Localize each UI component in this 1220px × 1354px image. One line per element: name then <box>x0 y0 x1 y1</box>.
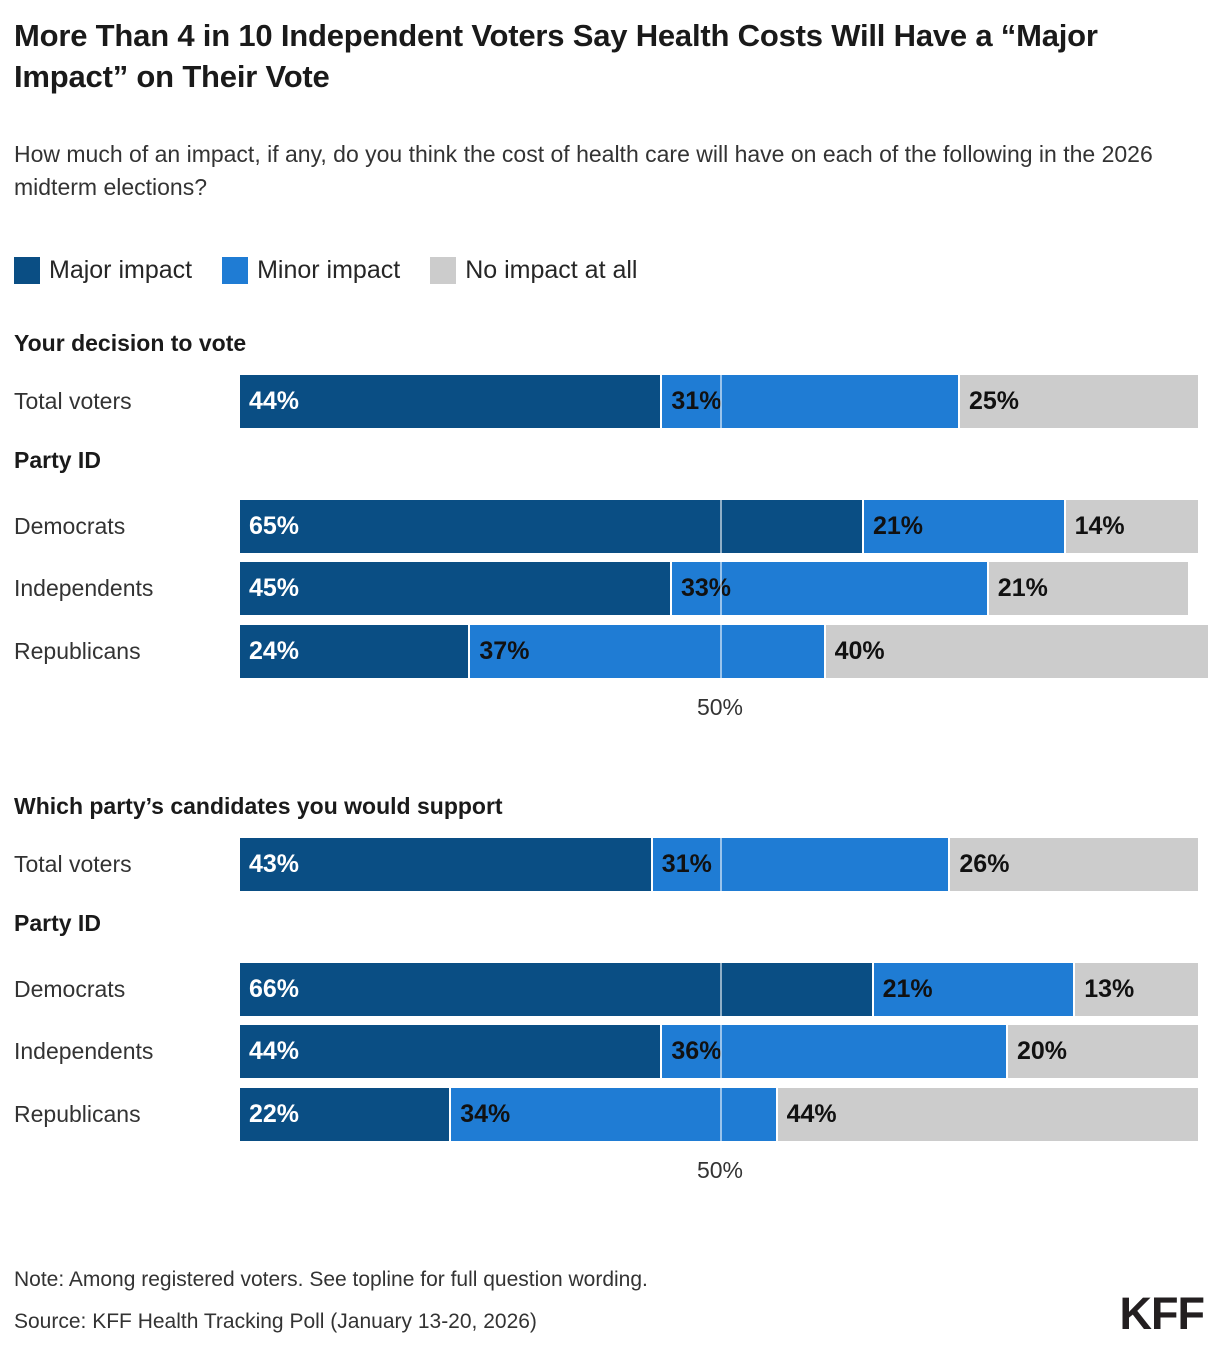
bar-segment: 40% <box>825 625 1208 678</box>
bar-row-label: Independents <box>14 575 154 601</box>
bar-row-label: Democrats <box>14 976 126 1002</box>
bar-segment: 13% <box>1075 963 1198 1016</box>
bar-segment: 21% <box>873 963 1074 1016</box>
bar-segment-value: 36% <box>671 1037 722 1065</box>
bar-segment: 22% <box>240 1088 450 1141</box>
bar-segment-value: 20% <box>1017 1037 1068 1065</box>
bar-row-label: Independents <box>14 1038 154 1064</box>
kff-logo: KFF <box>1119 1288 1205 1339</box>
table-row: 65% 21% 14% <box>240 500 1200 553</box>
bar-segment-value: 21% <box>997 574 1048 602</box>
bar-segment: 24% <box>240 625 469 678</box>
table-row: 22% 34% 44% <box>240 1088 1200 1141</box>
bar-segment: 31% <box>652 838 949 891</box>
bar-segment-value: 66% <box>249 975 300 1003</box>
table-row: 44% 36% 20% <box>240 1025 1200 1078</box>
bar-row-label: Democrats <box>14 513 126 539</box>
legend-swatch-icon <box>14 257 40 284</box>
bar-segment: 65% <box>240 500 862 553</box>
bar-segment: 66% <box>240 963 872 1016</box>
bar-segment-value: 21% <box>873 512 924 540</box>
page-subtitle: How much of an impact, if any, do you th… <box>14 141 1153 200</box>
panel-title: Your decision to vote <box>14 330 247 356</box>
bar-segment-value: 31% <box>671 387 722 415</box>
bar-segment: 45% <box>240 562 670 615</box>
bar-row-label: Republicans <box>14 1101 141 1127</box>
bar-segment: 31% <box>662 375 958 428</box>
bar-segment: 33% <box>672 562 987 615</box>
legend-item-label: Major impact <box>49 256 193 284</box>
legend-item: Minor impact <box>222 256 400 285</box>
bar-row-label: Total voters <box>14 851 132 877</box>
chart-source: Source: KFF Health Tracking Poll (Januar… <box>14 1310 537 1333</box>
bar-segment: 36% <box>662 1025 1006 1078</box>
bar-segment: 44% <box>777 1088 1198 1141</box>
panel-title: Which party’s candidates you would suppo… <box>14 793 503 819</box>
bar-segment: 37% <box>470 625 824 678</box>
chart-note: Note: Among registered voters. See topli… <box>14 1268 648 1291</box>
chart-legend: Major impact Minor impact No impact at all <box>14 256 667 285</box>
bar-segment-value: 44% <box>249 1037 300 1065</box>
page-title: More Than 4 in 10 Independent Voters Say… <box>14 18 1098 94</box>
x-axis-tick-label: 50% <box>696 694 744 720</box>
bar-segment-value: 21% <box>882 975 933 1003</box>
bar-segment-value: 43% <box>249 850 300 878</box>
bar-segment-value: 26% <box>959 850 1010 878</box>
bar-segment-value: 14% <box>1074 512 1125 540</box>
legend-item: Major impact <box>14 256 192 285</box>
bar-segment: 20% <box>1008 1025 1198 1078</box>
bar-segment: 21% <box>988 562 1189 615</box>
bar-segment: 14% <box>1065 500 1198 553</box>
bar-segment-value: 65% <box>249 512 300 540</box>
bar-row-label: Republicans <box>14 638 141 664</box>
bar-row-label: Total voters <box>14 388 132 414</box>
bar-segment-value: 13% <box>1084 975 1135 1003</box>
bar-segment-value: 37% <box>479 637 530 665</box>
bar-segment-value: 31% <box>661 850 712 878</box>
bar-segment-value: 33% <box>681 574 732 602</box>
legend-item: No impact at all <box>430 256 637 285</box>
bar-segment-value: 44% <box>786 1100 837 1128</box>
table-row: 45% 33% 21% <box>240 562 1200 615</box>
x-axis-tick-label: 50% <box>696 1157 744 1183</box>
legend-item-label: No impact at all <box>465 256 638 284</box>
group-title-party-id: Party ID <box>14 910 101 936</box>
legend-item-label: Minor impact <box>257 256 401 284</box>
bar-segment-value: 45% <box>249 574 300 602</box>
table-row: 66% 21% 13% <box>240 963 1200 1016</box>
bar-segment: 21% <box>864 500 1064 553</box>
bar-segment: 44% <box>240 1025 661 1078</box>
table-row: 43% 31% 26% <box>240 838 1200 891</box>
bar-segment-value: 44% <box>249 387 300 415</box>
bar-segment: 26% <box>950 838 1198 891</box>
bar-segment-value: 24% <box>249 637 300 665</box>
bar-segment: 34% <box>451 1088 776 1141</box>
legend-swatch-icon <box>222 257 249 284</box>
bar-segment-value: 22% <box>249 1100 300 1128</box>
bar-segment-value: 25% <box>969 387 1020 415</box>
bar-segment-value: 34% <box>460 1100 511 1128</box>
bar-segment-value: 40% <box>834 637 885 665</box>
bar-segment: 43% <box>240 838 651 891</box>
legend-swatch-icon <box>430 257 457 284</box>
group-title-party-id: Party ID <box>14 447 101 473</box>
table-row: 44% 31% 25% <box>240 375 1200 428</box>
table-row: 24% 37% 40% <box>240 625 1208 678</box>
bar-segment: 44% <box>240 375 661 428</box>
bar-segment: 25% <box>960 375 1198 428</box>
